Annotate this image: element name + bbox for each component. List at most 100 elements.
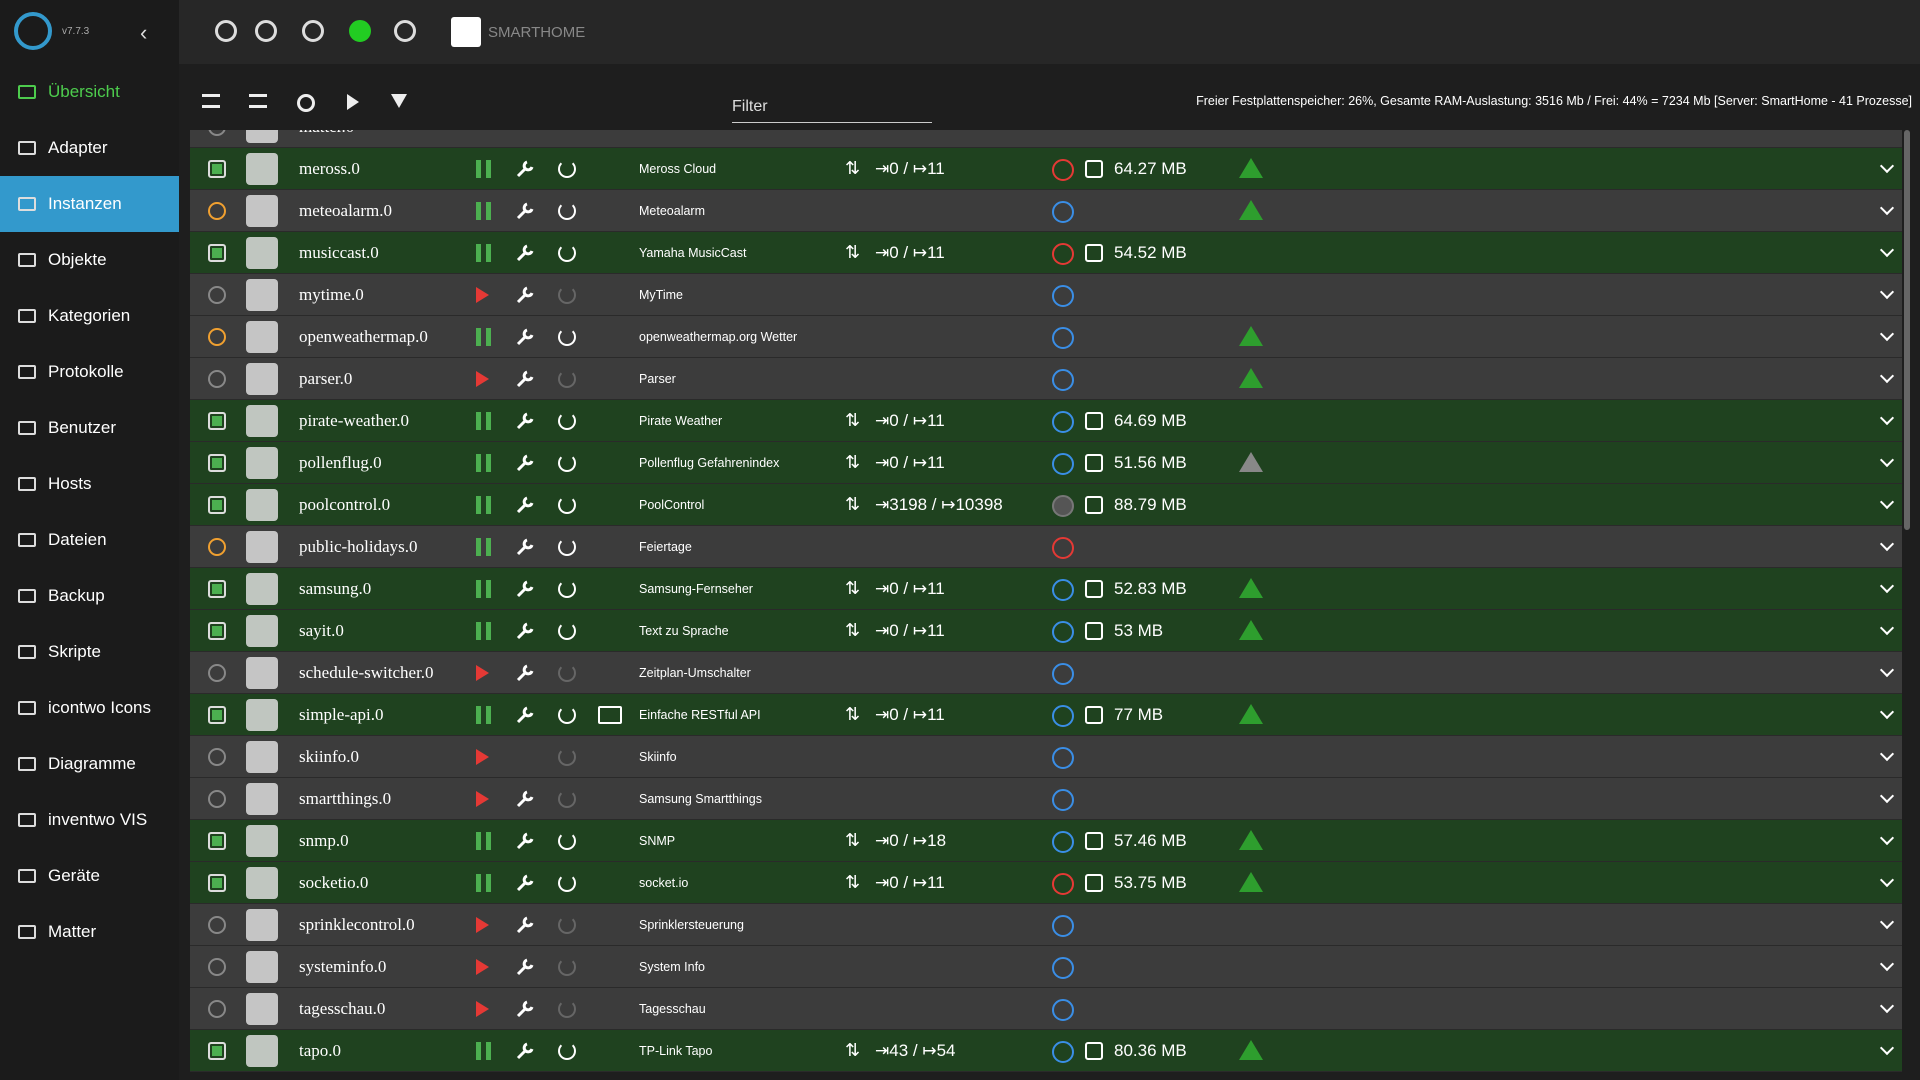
log-level[interactable] xyxy=(1052,789,1074,811)
expand[interactable] xyxy=(1879,158,1895,174)
restart-button[interactable] xyxy=(558,538,576,556)
status-indicator[interactable] xyxy=(208,328,226,346)
log-level[interactable] xyxy=(1052,873,1074,895)
restart-button[interactable] xyxy=(558,832,576,850)
pause-button[interactable] xyxy=(476,244,491,262)
status-indicator[interactable] xyxy=(208,664,226,682)
settings[interactable] xyxy=(302,20,324,42)
expand[interactable] xyxy=(1879,1040,1895,1056)
log-level[interactable] xyxy=(1052,243,1074,265)
settings-button[interactable] xyxy=(515,999,535,1019)
restart-button[interactable] xyxy=(558,244,576,262)
restart-button[interactable] xyxy=(558,454,576,472)
menu-item[interactable]: Dateien xyxy=(0,512,179,568)
log-level[interactable] xyxy=(1052,999,1074,1021)
log-level[interactable] xyxy=(1052,411,1074,433)
scrollbar[interactable] xyxy=(1904,130,1910,530)
restart-button[interactable] xyxy=(558,916,576,934)
status-indicator[interactable] xyxy=(208,580,226,598)
status-indicator[interactable] xyxy=(208,832,226,850)
expand[interactable] xyxy=(1879,326,1895,342)
collapse[interactable]: ‹ xyxy=(140,20,148,45)
expand[interactable] xyxy=(1879,788,1895,804)
log-level[interactable] xyxy=(1052,327,1074,349)
pause-button[interactable] xyxy=(476,160,491,178)
status-indicator[interactable] xyxy=(208,160,226,178)
expand[interactable] xyxy=(1879,410,1895,426)
expand[interactable] xyxy=(1879,746,1895,762)
sync[interactable] xyxy=(394,20,416,42)
expand[interactable] xyxy=(1879,494,1895,510)
settings-button[interactable] xyxy=(515,579,535,599)
log-level[interactable] xyxy=(1052,537,1074,559)
restart-button[interactable] xyxy=(558,958,576,976)
restart-button[interactable] xyxy=(558,412,576,430)
start[interactable] xyxy=(347,94,359,110)
pause-button[interactable] xyxy=(476,412,491,430)
pause-button[interactable] xyxy=(476,580,491,598)
settings-button[interactable] xyxy=(515,369,535,389)
menu-item[interactable]: icontwo Icons xyxy=(0,680,179,736)
expand[interactable] xyxy=(1879,368,1895,384)
restart-button[interactable] xyxy=(558,580,576,598)
status-indicator[interactable] xyxy=(208,706,226,724)
settings-button[interactable] xyxy=(515,201,535,221)
pause-button[interactable] xyxy=(476,328,491,346)
menu-item[interactable]: Benutzer xyxy=(0,400,179,456)
start-button[interactable] xyxy=(476,917,489,933)
log-level[interactable] xyxy=(1052,957,1074,979)
status-indicator[interactable] xyxy=(208,286,226,304)
reload[interactable] xyxy=(297,94,315,112)
pause-button[interactable] xyxy=(476,1042,491,1060)
restart-button[interactable] xyxy=(558,664,576,682)
start-button[interactable] xyxy=(476,959,489,975)
restart-button[interactable] xyxy=(558,160,576,178)
log-level[interactable] xyxy=(1052,831,1074,853)
start-button[interactable] xyxy=(476,665,489,681)
view-table[interactable] xyxy=(202,94,220,108)
expand[interactable] xyxy=(1879,998,1895,1014)
menu-item[interactable]: Diagramme xyxy=(0,736,179,792)
restart-button[interactable] xyxy=(558,328,576,346)
menu-item[interactable]: Matter xyxy=(0,904,179,960)
settings-button[interactable] xyxy=(515,1041,535,1061)
link-button[interactable] xyxy=(598,706,622,724)
restart-button[interactable] xyxy=(558,790,576,808)
status-indicator[interactable] xyxy=(208,1000,226,1018)
expand[interactable] xyxy=(1879,830,1895,846)
filter-icon[interactable] xyxy=(391,94,407,108)
pause-button[interactable] xyxy=(476,706,491,724)
expand[interactable] xyxy=(1879,662,1895,678)
expert[interactable] xyxy=(349,20,371,42)
log-level[interactable] xyxy=(1052,159,1074,181)
restart-button[interactable] xyxy=(558,496,576,514)
settings-button[interactable] xyxy=(515,621,535,641)
status-indicator[interactable] xyxy=(208,202,226,220)
menu-item[interactable]: Kategorien xyxy=(0,288,179,344)
status-indicator[interactable] xyxy=(208,244,226,262)
expand[interactable] xyxy=(1879,284,1895,300)
settings-button[interactable] xyxy=(515,537,535,557)
restart-button[interactable] xyxy=(558,748,576,766)
settings-button[interactable] xyxy=(515,663,535,683)
pause-button[interactable] xyxy=(476,538,491,556)
expand[interactable] xyxy=(1879,620,1895,636)
log-level[interactable] xyxy=(1052,663,1074,685)
menu-item[interactable]: Skripte xyxy=(0,624,179,680)
expand[interactable] xyxy=(1879,956,1895,972)
settings-button[interactable] xyxy=(515,957,535,977)
settings-button[interactable] xyxy=(515,915,535,935)
settings-button[interactable] xyxy=(515,453,535,473)
log-level[interactable] xyxy=(1052,285,1074,307)
menu-item[interactable]: Hosts xyxy=(0,456,179,512)
settings-button[interactable] xyxy=(515,285,535,305)
pause-button[interactable] xyxy=(476,202,491,220)
settings-button[interactable] xyxy=(515,789,535,809)
pause-button[interactable] xyxy=(476,874,491,892)
restart-button[interactable] xyxy=(558,370,576,388)
restart-button[interactable] xyxy=(558,622,576,640)
expand[interactable] xyxy=(1879,704,1895,720)
settings-button[interactable] xyxy=(515,159,535,179)
pause-button[interactable] xyxy=(476,622,491,640)
settings-button[interactable] xyxy=(515,327,535,347)
